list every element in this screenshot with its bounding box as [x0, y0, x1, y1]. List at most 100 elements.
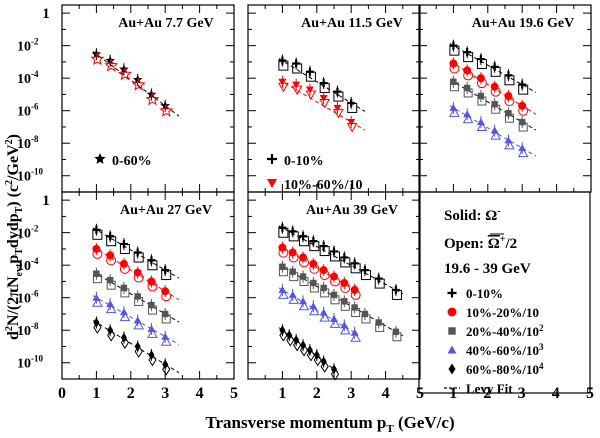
data-point-open	[346, 123, 358, 133]
data-point	[288, 290, 297, 298]
legend-label: Levy Fit	[466, 381, 513, 396]
data-point-open	[477, 96, 487, 106]
data-point	[305, 86, 314, 94]
x-tick-label: 1	[92, 385, 100, 402]
legend-energy-range: 19.6 - 39 GeV	[444, 261, 531, 277]
data-point	[449, 103, 458, 111]
data-point	[450, 78, 457, 85]
legend-label: 60%-80%/104	[466, 361, 544, 377]
series-10-20-10	[92, 242, 180, 302]
data-point-open	[476, 121, 488, 132]
data-point	[333, 104, 342, 112]
data-point-open	[340, 301, 350, 311]
data-point-open	[147, 281, 158, 292]
data-point-open	[340, 283, 351, 294]
data-point	[347, 98, 356, 107]
panel-title: Au+Au 7.7 GeV	[118, 16, 213, 31]
data-point-open	[360, 270, 371, 281]
panel-3: Au+Au 19.6 GeV	[418, 4, 592, 193]
levy-fit-line	[92, 51, 180, 117]
data-point-open	[517, 147, 529, 158]
data-point-open	[293, 338, 302, 352]
data-point	[120, 284, 128, 292]
legend-marker	[267, 154, 277, 164]
data-point-open	[375, 322, 385, 332]
data-point-open	[159, 103, 174, 117]
data-point-open	[476, 78, 487, 89]
legend-label: 0-10%	[284, 154, 324, 169]
data-point-open	[288, 252, 299, 263]
data-point-open	[319, 270, 330, 281]
data-point	[278, 223, 287, 232]
panel-title: Au+Au 11.5 GeV	[301, 16, 403, 31]
data-point	[350, 328, 359, 336]
legend-label: 0-10%	[466, 286, 503, 301]
data-point-open	[463, 52, 474, 63]
x-tick-label: 0	[58, 385, 66, 402]
data-point-open	[162, 362, 171, 376]
data-point	[91, 49, 102, 59]
data-point	[374, 274, 383, 283]
data-point-open	[339, 324, 351, 335]
data-point-open	[278, 227, 289, 238]
data-point-open	[119, 244, 130, 255]
data-point	[319, 79, 328, 88]
x-axis-label: Transverse momentum pT (GeV/c)	[205, 413, 454, 435]
data-point-open	[147, 305, 157, 315]
data-point-open	[160, 336, 172, 346]
data-point-open	[449, 82, 459, 92]
data-point-open	[306, 348, 316, 362]
series-40-60-10-3	[92, 291, 180, 346]
data-point-open	[490, 66, 501, 77]
series-0-10-	[278, 221, 404, 300]
data-point	[504, 136, 513, 144]
data-point-open	[299, 277, 309, 287]
data-point	[361, 310, 369, 318]
series-20-40-10-2	[278, 260, 404, 342]
data-point-open	[134, 296, 144, 306]
data-point-open	[504, 96, 515, 107]
data-point	[279, 263, 286, 270]
data-point-open	[350, 289, 361, 300]
data-point	[463, 48, 472, 57]
data-point-open	[291, 85, 303, 96]
data-point-open	[330, 251, 340, 262]
data-point	[392, 328, 400, 335]
data-point	[278, 285, 287, 293]
data-point	[375, 319, 382, 326]
legend-label: 20%-40%/102	[466, 323, 544, 339]
data-point	[299, 297, 308, 305]
legend-marker	[447, 307, 457, 317]
series-40-60-10-3	[449, 101, 537, 158]
data-point-open	[148, 353, 157, 367]
data-point-open	[305, 90, 317, 101]
data-point	[161, 332, 170, 340]
data-point-open	[350, 263, 361, 274]
data-point-open	[131, 77, 146, 91]
series-0-10-	[92, 223, 180, 281]
data-point-open	[107, 328, 116, 342]
data-point-open	[278, 247, 289, 258]
data-point-open	[361, 314, 371, 324]
legend-marker	[94, 153, 106, 164]
data-point-open	[504, 113, 514, 123]
series-60-80-10-4	[92, 316, 180, 376]
data-point	[350, 259, 359, 268]
data-point-open	[491, 104, 501, 114]
x-tick-label: 5	[230, 385, 238, 402]
data-point-open	[319, 312, 331, 322]
data-point	[148, 301, 155, 309]
data-point-open	[292, 63, 303, 74]
data-point-open	[106, 236, 117, 247]
data-point-open	[330, 367, 340, 381]
data-point-open	[392, 332, 402, 342]
data-point-open	[350, 332, 361, 342]
data-point-open	[279, 328, 288, 342]
data-point	[133, 316, 142, 324]
data-point	[134, 293, 141, 300]
data-point	[341, 298, 348, 305]
series-0-10-	[449, 39, 537, 95]
legend-marker	[447, 345, 457, 354]
panel-4: Au+Au 27 GeV	[61, 191, 235, 380]
data-point-open	[120, 336, 130, 350]
